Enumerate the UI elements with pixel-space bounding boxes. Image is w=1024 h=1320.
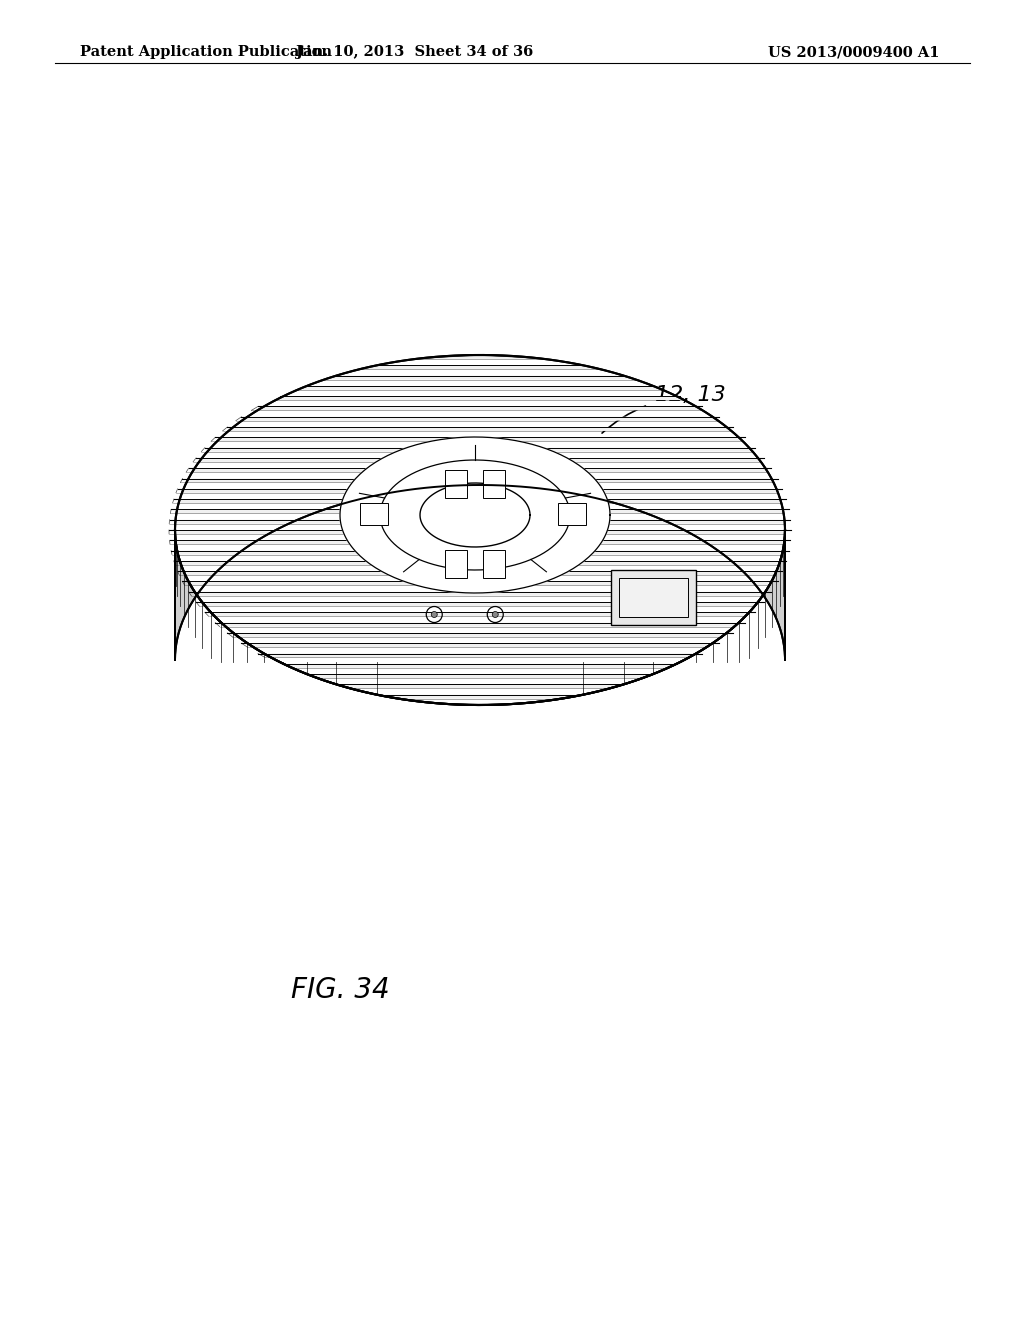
Polygon shape [298, 385, 663, 389]
Polygon shape [275, 396, 684, 400]
Polygon shape [211, 612, 750, 616]
Polygon shape [207, 447, 753, 451]
Polygon shape [186, 479, 773, 482]
Polygon shape [307, 675, 653, 678]
Polygon shape [177, 550, 783, 554]
Polygon shape [175, 520, 784, 524]
Polygon shape [248, 643, 713, 647]
Bar [611, 570, 696, 626]
Polygon shape [264, 653, 696, 657]
Polygon shape [202, 602, 758, 606]
Polygon shape [359, 366, 600, 370]
Bar [483, 470, 505, 498]
Text: 12, 13: 12, 13 [655, 385, 726, 405]
Bar [445, 550, 467, 578]
Polygon shape [175, 531, 785, 533]
Polygon shape [416, 355, 544, 359]
Polygon shape [228, 428, 731, 430]
Polygon shape [175, 355, 785, 705]
Polygon shape [175, 355, 785, 660]
Polygon shape [199, 458, 761, 462]
Bar [359, 503, 387, 525]
Polygon shape [325, 376, 636, 380]
Polygon shape [242, 417, 718, 421]
Polygon shape [193, 469, 768, 473]
Polygon shape [233, 634, 727, 636]
Text: FIG. 34: FIG. 34 [291, 975, 389, 1005]
Polygon shape [257, 407, 702, 411]
Bar [483, 550, 505, 578]
Text: US 2013/0009400 A1: US 2013/0009400 A1 [768, 45, 940, 59]
Polygon shape [217, 437, 742, 441]
Polygon shape [183, 572, 776, 576]
Circle shape [431, 611, 437, 618]
Polygon shape [377, 694, 583, 698]
Polygon shape [180, 561, 780, 565]
Polygon shape [284, 664, 677, 668]
Polygon shape [182, 488, 778, 492]
Polygon shape [221, 623, 738, 627]
Bar [620, 578, 688, 618]
Polygon shape [178, 499, 781, 503]
Polygon shape [420, 483, 530, 546]
Text: Jan. 10, 2013  Sheet 34 of 36: Jan. 10, 2013 Sheet 34 of 36 [296, 45, 534, 59]
Polygon shape [188, 582, 771, 585]
Polygon shape [340, 437, 610, 593]
Polygon shape [380, 459, 570, 570]
Polygon shape [175, 540, 784, 544]
Circle shape [493, 611, 499, 618]
Text: Patent Application Publication: Patent Application Publication [80, 45, 332, 59]
Bar [445, 470, 467, 498]
Bar [557, 503, 586, 525]
Polygon shape [176, 510, 783, 513]
Polygon shape [195, 591, 765, 595]
Polygon shape [337, 684, 624, 688]
